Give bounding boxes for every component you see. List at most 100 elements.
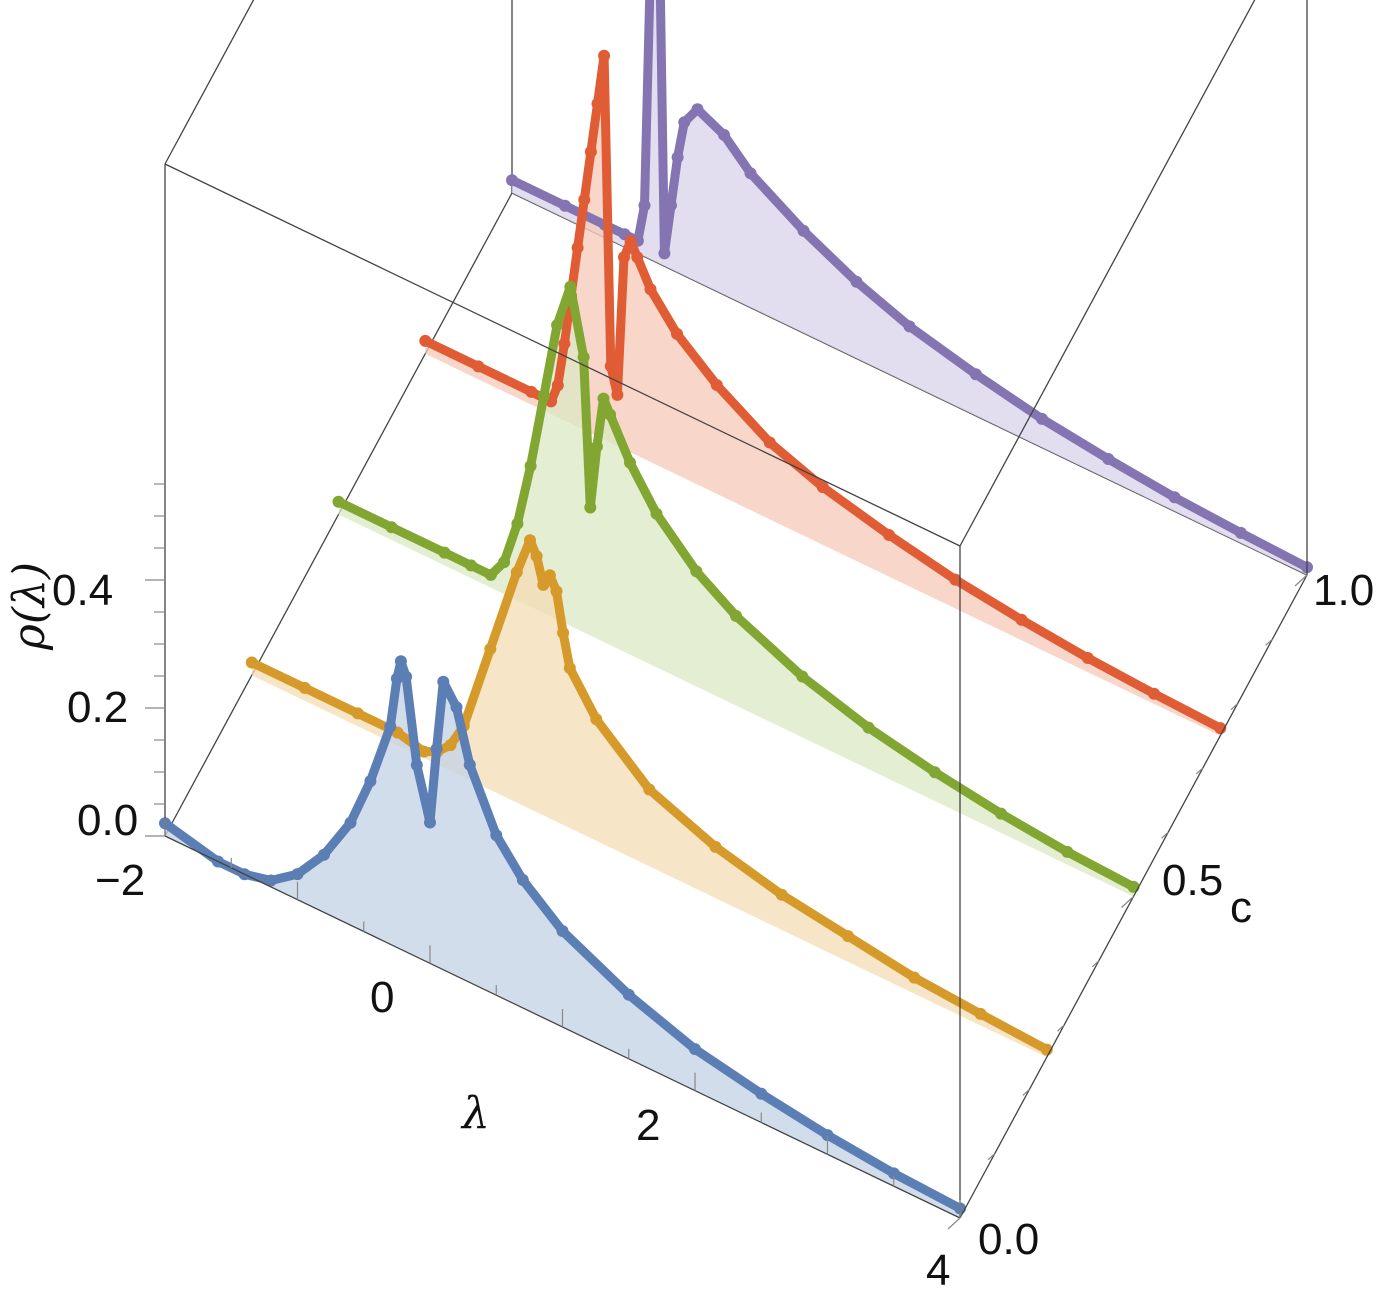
data-point: [969, 368, 982, 381]
data-point: [1061, 845, 1074, 858]
data-point: [537, 389, 550, 402]
data-point: [571, 241, 584, 254]
data-point: [604, 360, 617, 373]
data-point: [524, 534, 536, 547]
y-tick-label-05: 0.5: [1162, 856, 1223, 905]
data-point: [291, 868, 304, 881]
data-point: [665, 199, 677, 212]
data-point: [543, 569, 556, 582]
data-point: [344, 816, 357, 829]
data-point: [563, 662, 576, 674]
data-point: [995, 807, 1007, 820]
data-point: [438, 546, 451, 559]
data-point: [584, 501, 597, 514]
data-point: [908, 971, 921, 984]
data-point: [245, 656, 258, 669]
data-point: [551, 379, 564, 392]
data-point: [638, 199, 651, 212]
c-tick: [1022, 1088, 1030, 1096]
data-point: [862, 721, 875, 734]
data-point: [390, 672, 403, 685]
data-point: [718, 128, 730, 141]
data-point: [797, 224, 810, 237]
data-point: [850, 275, 863, 288]
c-tick: [1161, 831, 1169, 839]
data-point: [584, 145, 597, 158]
data-point: [597, 392, 610, 405]
data-point: [624, 456, 636, 469]
data-point: [821, 1129, 834, 1142]
data-point: [265, 874, 277, 887]
data-point: [690, 565, 703, 578]
c-tick: [1121, 896, 1134, 908]
data-point: [450, 701, 463, 714]
z-tick-label-04: 0.4: [52, 566, 113, 615]
data-point: [671, 151, 684, 164]
data-point: [611, 388, 624, 401]
data-point: [658, 247, 671, 260]
z-axis-label: ρ(λ): [4, 562, 55, 651]
data-point: [444, 739, 457, 752]
data-point: [332, 495, 345, 508]
data-point: [564, 280, 577, 293]
data-point: [949, 573, 962, 586]
data-point: [691, 103, 704, 116]
x-tick-label-0: 0: [370, 973, 394, 1022]
data-point: [472, 360, 485, 373]
data-point: [598, 49, 611, 62]
data-point: [775, 888, 788, 901]
data-point: [556, 925, 569, 937]
data-point: [644, 283, 657, 296]
density-curve-c0.75: [420, 51, 1225, 733]
data-point: [1234, 526, 1247, 539]
density-fill-c0.25: [251, 540, 1047, 1058]
x-tick-label-2: 2: [636, 1101, 660, 1150]
x-tick-label-4: 4: [926, 1246, 950, 1295]
data-point: [816, 481, 829, 494]
data-point: [744, 167, 757, 180]
density-curves: [159, 0, 1313, 1215]
data-point: [364, 775, 377, 788]
data-point: [730, 609, 742, 622]
data-point: [351, 707, 364, 720]
data-point: [418, 745, 430, 758]
data-point: [551, 319, 564, 332]
data-point: [903, 320, 916, 333]
data-point: [537, 578, 550, 591]
axis-ticks: [145, 483, 1308, 1230]
data-point: [559, 199, 571, 212]
data-point: [1127, 880, 1140, 893]
data-point: [400, 670, 413, 683]
data-point: [506, 174, 518, 187]
data-point: [671, 327, 683, 340]
data-point: [1102, 453, 1115, 465]
c-tick: [1091, 960, 1100, 968]
data-point: [530, 550, 543, 563]
data-point: [465, 559, 477, 572]
data-point: [622, 988, 635, 1001]
data-point: [928, 766, 941, 779]
box-edge: [164, 0, 255, 165]
x-axis-label: λ: [460, 1088, 490, 1139]
c-tick: [1195, 767, 1204, 775]
data-point: [650, 507, 663, 520]
data-point: [710, 379, 723, 391]
data-point: [591, 97, 604, 110]
y-axis-label: c: [1230, 883, 1252, 932]
y-tick-label-1: 1.0: [1313, 566, 1374, 615]
c-tick: [1294, 574, 1308, 587]
data-point: [484, 568, 497, 581]
data-point: [1168, 491, 1181, 504]
data-point: [410, 759, 423, 771]
data-point: [1148, 687, 1160, 700]
data-point: [709, 840, 722, 853]
data-point: [318, 848, 330, 861]
data-point: [624, 235, 637, 248]
y-tick-label-0: 0.0: [978, 1215, 1039, 1264]
data-point: [525, 385, 538, 398]
data-point: [1036, 412, 1048, 425]
c-tick: [1230, 703, 1239, 711]
data-point: [385, 521, 398, 534]
x-tick-label-neg2: −2: [95, 856, 145, 905]
data-point: [887, 1167, 900, 1180]
